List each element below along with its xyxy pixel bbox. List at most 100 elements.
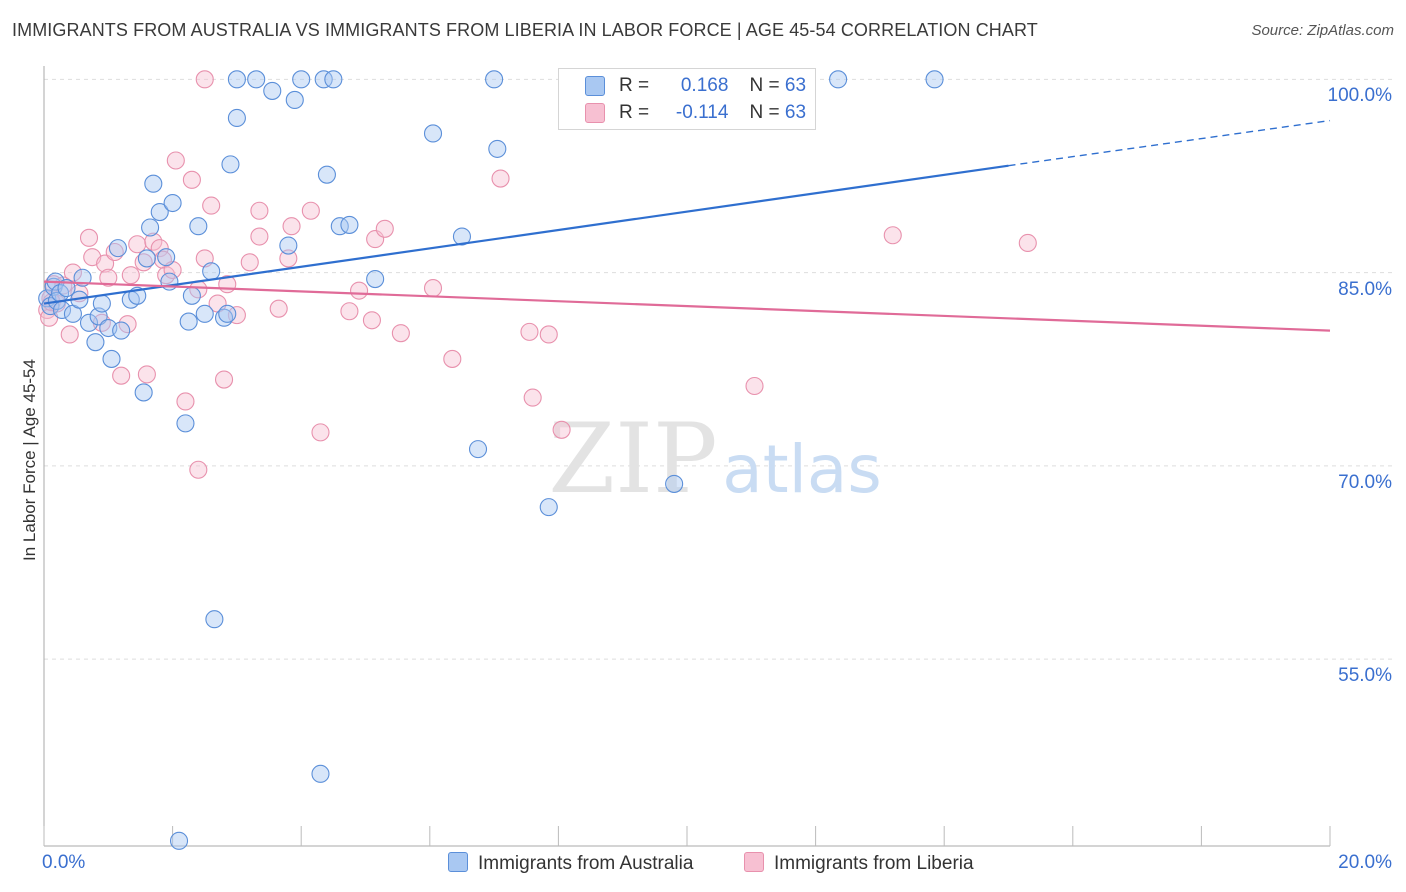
n-label: N =	[749, 102, 780, 123]
australia-point	[141, 218, 160, 237]
australia-point	[292, 70, 311, 89]
australia-point	[324, 70, 343, 89]
liberia-point	[112, 366, 131, 385]
watermark: ZIP atlas	[548, 403, 881, 515]
australia-point	[144, 174, 163, 193]
australia-point	[86, 333, 105, 352]
liberia-trend-line	[43, 280, 1331, 332]
australia-point	[179, 312, 198, 331]
australia-point	[169, 831, 189, 850]
australia-point	[102, 349, 121, 368]
x-tick-label-left: 0.0%	[42, 852, 86, 873]
source-label: Source: ZipAtlas.com	[1251, 22, 1394, 39]
watermark-atlas: atlas	[722, 431, 882, 508]
australia-point	[176, 414, 195, 433]
liberia-point	[539, 325, 558, 344]
australia-point	[317, 165, 336, 184]
australia-point	[218, 304, 237, 323]
australia-point	[227, 70, 246, 89]
x-tick-label-right: 20.0%	[1338, 852, 1392, 873]
liberia-point	[745, 376, 764, 396]
liberia-point	[189, 460, 208, 479]
australia-point	[366, 269, 385, 289]
liberia-point	[301, 201, 320, 220]
liberia-point	[883, 226, 902, 245]
australia-point	[189, 217, 208, 236]
australia-point	[227, 108, 246, 128]
liberia-point	[279, 249, 298, 268]
liberia-r-value: -0.114	[675, 102, 729, 123]
liberia-point	[375, 219, 394, 238]
liberia-point	[214, 370, 234, 389]
australia-point	[134, 383, 153, 402]
australia-point	[925, 70, 944, 89]
australia-point	[285, 90, 304, 109]
r-label: R =	[619, 102, 650, 123]
liberia-point	[79, 228, 99, 247]
australia-point	[665, 474, 684, 493]
liberia-point	[282, 217, 301, 236]
y-tick-label: 85.0%	[1338, 278, 1392, 300]
australia-trend-line	[43, 164, 1009, 305]
australia-point	[311, 764, 330, 783]
liberia-point	[552, 420, 571, 439]
liberia-point	[195, 70, 214, 89]
legend-item-liberia: Immigrants from Liberia	[744, 852, 974, 875]
australia-point	[150, 202, 169, 222]
australia-n-value: 63	[784, 75, 807, 96]
australia-trend-extension	[1008, 119, 1331, 167]
australia-swatch	[585, 76, 605, 96]
legend-item-australia: Immigrants from Australia	[448, 852, 693, 875]
australia-point	[112, 321, 131, 340]
liberia-point	[250, 201, 269, 220]
australia-point	[163, 193, 182, 213]
liberia-point	[166, 151, 185, 170]
australia-point	[539, 498, 558, 517]
australia-point	[423, 124, 443, 143]
liberia-point	[150, 239, 169, 258]
australia-point	[205, 610, 224, 629]
stats-legend: R = 0.168 N = 63 R = -0.114 N = 63	[558, 68, 816, 130]
liberia-point	[423, 279, 443, 298]
liberia-point	[63, 263, 82, 282]
liberia-point	[362, 311, 381, 330]
australia-point	[221, 155, 240, 174]
australia-point	[157, 248, 176, 267]
australia-point	[330, 217, 349, 236]
liberia-point	[121, 266, 140, 285]
australia-point	[340, 215, 359, 234]
australia-point	[79, 313, 99, 332]
r-label: R =	[619, 75, 650, 96]
liberia-point	[520, 322, 539, 341]
australia-point	[247, 70, 266, 89]
trend-lines	[43, 119, 1331, 332]
grid-lines	[44, 78, 1392, 660]
liberia-point	[96, 254, 115, 273]
liberia-point	[202, 196, 221, 215]
liberia-point	[340, 302, 359, 321]
australia-point	[488, 139, 507, 158]
y-tick-label: 55.0%	[1338, 665, 1392, 687]
australia-point	[108, 239, 127, 258]
liberia-point	[443, 349, 462, 368]
liberia-point	[240, 253, 259, 272]
liberia-point	[144, 232, 163, 251]
australia-point	[452, 227, 472, 246]
liberia-point	[118, 315, 137, 334]
liberia-point	[269, 299, 288, 318]
series-australia	[38, 70, 944, 850]
australia-point	[182, 286, 201, 305]
liberia-point	[182, 170, 201, 189]
liberia-point	[491, 169, 510, 188]
liberia-point	[391, 324, 410, 343]
australia-point	[202, 262, 221, 281]
liberia-point	[523, 388, 542, 407]
liberia-point	[1018, 233, 1037, 253]
liberia-swatch	[585, 103, 605, 123]
watermark-zip: ZIP	[548, 403, 717, 515]
australia-point	[485, 70, 504, 89]
australia-point	[829, 70, 848, 89]
liberia-point	[311, 423, 330, 442]
liberia-point	[99, 268, 118, 287]
